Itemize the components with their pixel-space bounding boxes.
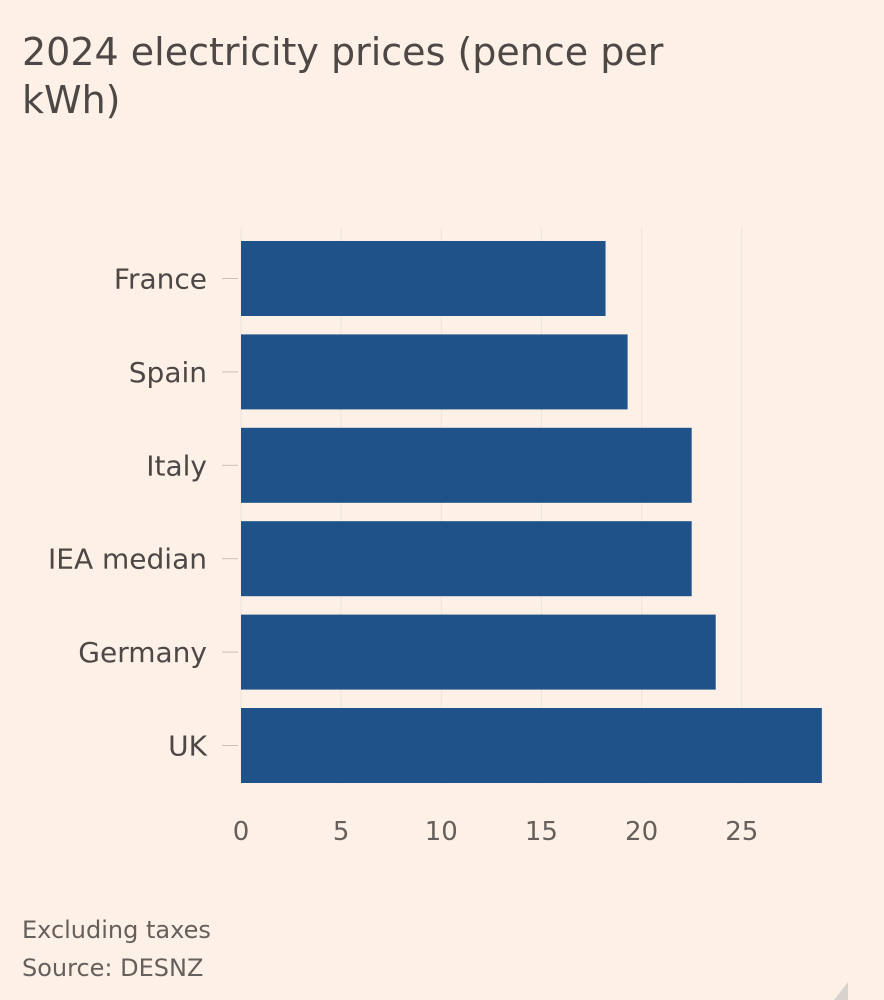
category-label: UK — [168, 730, 207, 763]
bar-germany — [241, 614, 716, 690]
x-tick-label: 10 — [425, 817, 458, 847]
bar-uk — [241, 708, 822, 783]
bar-spain — [241, 334, 628, 410]
x-tick-label: 0 — [233, 817, 250, 847]
chart-source: Source: DESNZ — [22, 954, 204, 982]
x-tick-label: 20 — [625, 817, 658, 847]
x-tick-label: 15 — [525, 817, 558, 847]
x-tick-label: 25 — [725, 817, 758, 847]
bar-iea-median — [241, 521, 692, 597]
chart-note: Excluding taxes — [22, 916, 211, 944]
chart-title: 2024 electricity prices (pence per kWh) — [22, 30, 664, 122]
bar-italy — [241, 427, 692, 503]
category-label: Germany — [78, 636, 207, 669]
x-tick-label: 5 — [333, 817, 350, 847]
bar-france — [241, 241, 606, 316]
category-label: France — [114, 263, 207, 296]
corner-fold-icon — [834, 982, 848, 1000]
category-label: IEA median — [48, 543, 207, 576]
category-label: Italy — [146, 449, 207, 482]
category-label: Spain — [129, 356, 207, 389]
